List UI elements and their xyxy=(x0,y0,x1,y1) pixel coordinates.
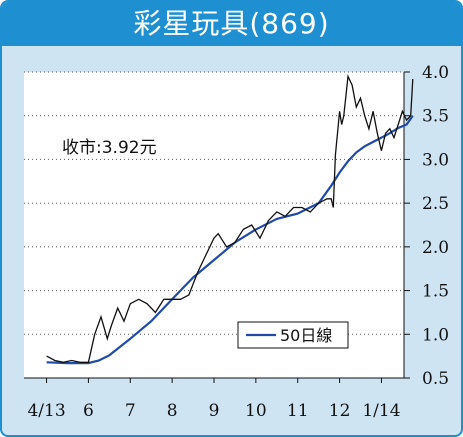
y-tick-label: 1.0 xyxy=(422,325,449,345)
y-tick-label: 2.0 xyxy=(422,238,449,258)
x-tick-label: 9 xyxy=(209,401,220,421)
x-tick-label: 8 xyxy=(167,401,178,421)
x-tick-label: 1/14 xyxy=(362,401,400,421)
price-line-series xyxy=(46,74,414,363)
y-axis: 0.5 1.0 1.5 2.0 2.5 3.0 3.5 4.0 xyxy=(403,63,449,389)
x-tick-label: 11 xyxy=(287,401,309,421)
y-tick-label: 1.5 xyxy=(422,282,449,302)
y-tick-label: 2.5 xyxy=(422,194,449,214)
legend-ma-label: 50日線 xyxy=(280,326,332,345)
x-tick-label: 4/13 xyxy=(27,401,65,421)
y-tick-label: 3.0 xyxy=(422,150,449,170)
ma-line-series xyxy=(46,115,414,365)
x-tick-label: 7 xyxy=(125,401,136,421)
y-tick-label: 0.5 xyxy=(422,369,449,389)
x-tick-label: 6 xyxy=(83,401,94,421)
chart-title: 彩星玩具(869) xyxy=(2,2,461,46)
x-axis: 4/13 6 7 8 9 10 11 12 1/14 xyxy=(24,377,404,421)
legend: 50日線 xyxy=(237,321,349,349)
close-price-label: 收市:3.92元 xyxy=(62,138,157,158)
y-tick-label: 3.5 xyxy=(422,107,449,127)
x-tick-label: 12 xyxy=(329,401,351,421)
x-tick-label: 10 xyxy=(245,401,267,421)
y-tick-label: 4.0 xyxy=(422,63,449,83)
